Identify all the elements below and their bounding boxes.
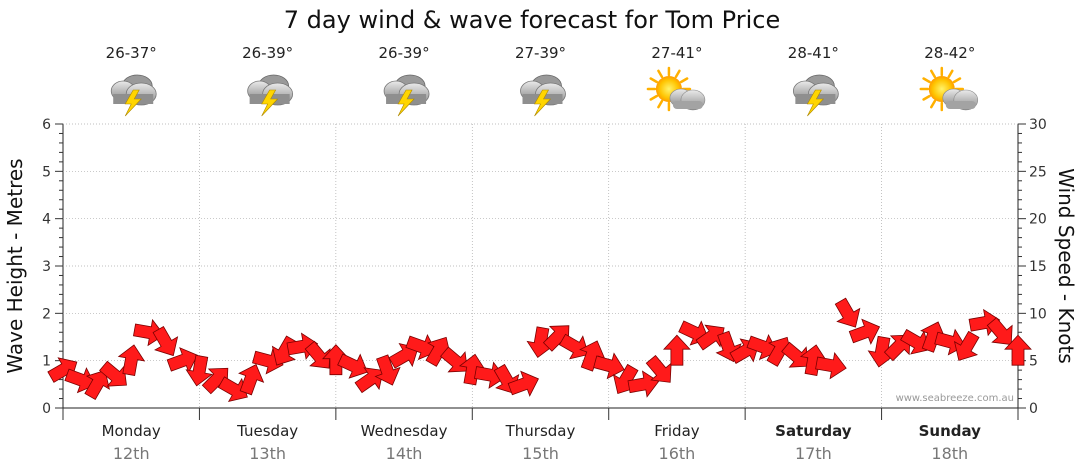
temperature-range: 28-41°	[788, 44, 839, 62]
day-label: Monday	[102, 422, 161, 440]
temperature-range: 28-42°	[924, 44, 975, 62]
left-tick-label: 3	[42, 259, 51, 275]
left-axis-title: Wave Height - Metres	[3, 158, 27, 373]
day-label: Sunday	[919, 422, 982, 440]
watermark: www.seabreeze.com.au	[896, 393, 1014, 404]
day-column-thursday: 27-39° Thursday 15th	[505, 44, 576, 463]
storm-cloud-icon	[247, 74, 294, 117]
wind-arrow	[593, 352, 625, 380]
sun-cloud-icon	[646, 66, 706, 112]
wind-arrow	[627, 370, 660, 398]
left-tick-label: 6	[42, 117, 51, 133]
date-label: 18th	[931, 444, 968, 463]
grid-lines	[63, 123, 1018, 408]
wind-arrow	[986, 317, 1013, 346]
right-tick-label: 25	[1029, 164, 1047, 180]
day-label: Wednesday	[361, 422, 448, 440]
wind-arrow	[645, 354, 672, 383]
day-column-sunday: 28-42° Sunday 18th	[919, 44, 982, 463]
day-label: Saturday	[775, 422, 852, 440]
temperature-range: 27-39°	[515, 44, 566, 62]
wind-arrow	[834, 297, 861, 328]
wind-arrow	[815, 351, 847, 380]
day-column-friday: 27-41° Friday 16th	[646, 44, 706, 463]
date-label: 12th	[113, 444, 150, 463]
storm-cloud-icon	[383, 74, 430, 117]
day-column-wednesday: 26-39° Wednesday 14th	[361, 44, 448, 463]
left-axis-ticks: 0 1 2 3 4 5 6	[42, 117, 51, 417]
right-tick-label: 0	[1029, 401, 1038, 417]
temperature-range: 26-39°	[242, 44, 293, 62]
date-label: 13th	[249, 444, 286, 463]
wind-arrow	[84, 369, 110, 400]
wind-arrow	[920, 321, 947, 353]
wind-arrow	[117, 344, 146, 376]
day-label: Tuesday	[236, 422, 298, 440]
wind-arrow	[558, 333, 589, 360]
day-column-saturday: 28-41° Saturday 17th	[775, 44, 852, 463]
wind-arrow	[374, 354, 401, 386]
left-tick-label: 0	[42, 401, 51, 417]
date-label: 16th	[659, 444, 696, 463]
wind-arrow	[337, 353, 368, 379]
left-tick-label: 1	[42, 354, 51, 370]
date-label: 17th	[795, 444, 832, 463]
left-tick-label: 5	[42, 164, 51, 180]
temperature-range: 27-41°	[651, 44, 702, 62]
wind-arrow	[781, 341, 810, 368]
wind-arrow	[64, 367, 96, 394]
wind-arrow	[201, 367, 229, 395]
minor-ticks	[55, 123, 1026, 420]
left-tick-label: 4	[42, 212, 51, 228]
wind-arrow	[185, 354, 213, 387]
wind-arrow	[388, 343, 419, 369]
right-tick-label: 10	[1029, 306, 1047, 322]
wind-arrow	[848, 318, 881, 345]
wind-arrows	[47, 297, 1032, 402]
day-column-tuesday: 26-39° Tuesday 13th	[236, 44, 298, 463]
right-tick-label: 30	[1029, 117, 1047, 133]
storm-cloud-icon	[792, 74, 839, 117]
wind-arrow	[662, 334, 691, 366]
chart-title: 7 day wind & wave forecast for Tom Price	[284, 6, 780, 34]
wind-arrow	[152, 326, 179, 357]
storm-cloud-icon	[110, 74, 157, 117]
storm-cloud-icon	[520, 74, 566, 117]
wind-arrow	[217, 376, 248, 402]
date-label: 15th	[522, 444, 559, 463]
temperature-range: 26-37°	[106, 44, 157, 62]
wind-arrow	[304, 340, 331, 369]
day-column-monday: 26-37° Monday 12th	[102, 44, 161, 463]
right-tick-label: 15	[1029, 259, 1047, 275]
wind-arrow	[953, 330, 980, 361]
right-tick-label: 5	[1029, 354, 1038, 370]
right-axis-ticks: 0 5 10 15 20 25 30	[1029, 117, 1047, 417]
day-columns: 26-37° Monday 12th 26-39° Tuesday 13th 26-39° W…	[102, 44, 982, 463]
date-label: 14th	[386, 444, 423, 463]
day-label: Thursday	[505, 422, 576, 440]
wind-arrow	[579, 340, 606, 372]
wind-arrow	[321, 344, 350, 376]
wind-arrow	[507, 370, 539, 397]
wind-arrow	[405, 333, 437, 361]
sun-cloud-icon	[919, 66, 979, 112]
right-tick-label: 20	[1029, 212, 1047, 228]
wind-arrow	[166, 347, 198, 374]
wind-arrow	[99, 360, 127, 387]
wind-arrow	[746, 333, 778, 361]
wind-arrow	[542, 325, 570, 352]
wind-arrow	[354, 367, 384, 394]
left-tick-label: 2	[42, 306, 51, 322]
wind-arrow	[458, 353, 487, 386]
day-label: Friday	[654, 422, 700, 440]
wind-arrow	[1004, 334, 1032, 366]
right-axis-title: Wind Speed - Knots	[1054, 168, 1078, 364]
wind-arrow	[238, 364, 265, 396]
wind-arrow	[799, 344, 828, 376]
temperature-range: 26-39°	[379, 44, 430, 62]
